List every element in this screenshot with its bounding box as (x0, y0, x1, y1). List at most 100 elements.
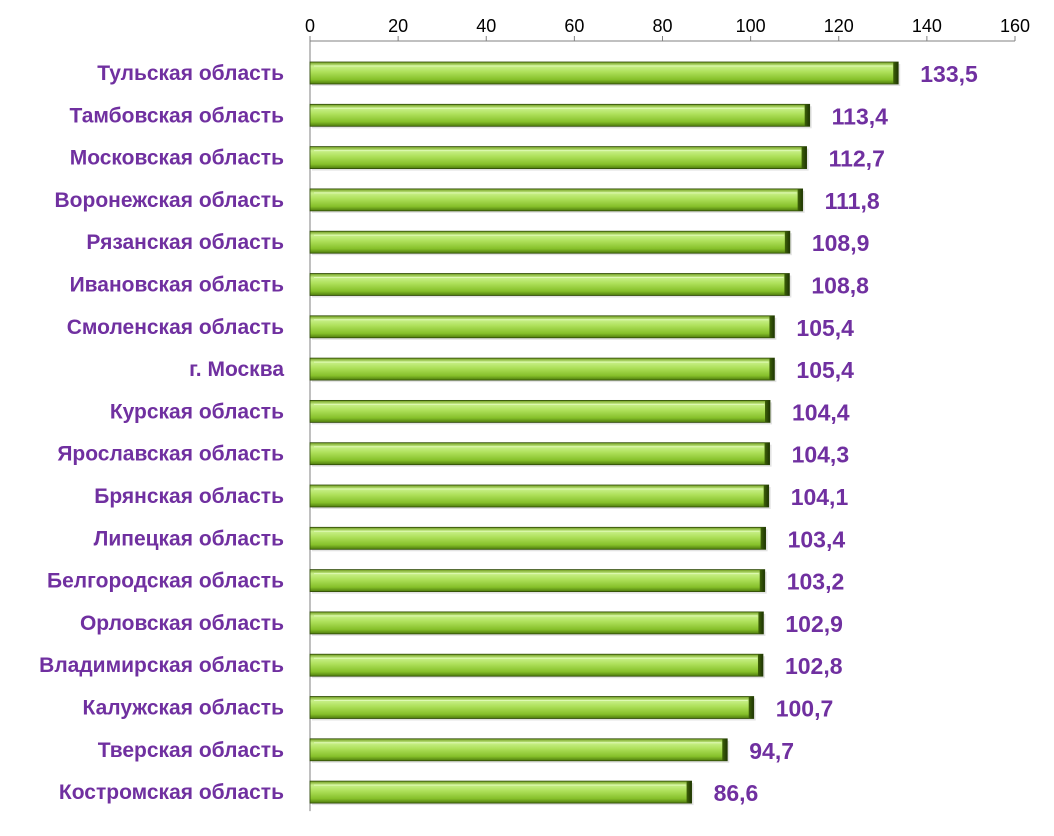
bar (309, 188, 805, 213)
value-label: 105,4 (796, 357, 854, 383)
bar-body (309, 696, 755, 719)
bar-end-cap (757, 654, 763, 677)
bar-body (309, 653, 764, 677)
bar-end-cap (801, 146, 807, 169)
bar (309, 653, 765, 679)
bars (309, 61, 901, 806)
value-label: 102,9 (785, 611, 843, 637)
x-tick-label: 60 (564, 16, 584, 36)
value-label: 104,1 (791, 484, 849, 510)
category-label: Тульская область (97, 62, 284, 85)
bar-end-cap (759, 569, 765, 592)
value-label: 94,7 (749, 738, 794, 764)
bar-body (309, 61, 899, 85)
x-tick-label: 0 (305, 16, 315, 36)
bar-body (309, 315, 775, 339)
value-label: 104,4 (792, 399, 850, 425)
bar-body (309, 399, 771, 423)
bar-end-cap (758, 611, 764, 634)
value-label: 104,3 (792, 442, 850, 468)
bar-end-cap (784, 273, 790, 296)
category-label: Белгородская область (47, 570, 284, 593)
value-label: 113,4 (832, 103, 888, 129)
bar-body (309, 484, 770, 508)
bar (309, 315, 777, 340)
bar-body (309, 146, 807, 170)
value-label: 105,4 (796, 315, 854, 341)
x-tick-label: 40 (476, 16, 496, 36)
bar-end-cap (769, 315, 775, 338)
bar (309, 230, 792, 256)
value-label: 100,7 (776, 696, 834, 722)
category-label: Курская область (110, 400, 284, 423)
x-tick-label: 20 (388, 16, 408, 36)
bar-end-cap (765, 400, 771, 423)
bar-body (309, 230, 791, 254)
bar-end-cap (760, 527, 766, 550)
bar (309, 357, 777, 383)
x-axis: 0 20 40 60 80 100 120 140 160 (305, 16, 1030, 812)
category-label: г. Москва (189, 358, 284, 381)
bar (309, 103, 812, 129)
category-label: Калужская область (83, 697, 285, 720)
bar-end-cap (748, 696, 754, 719)
bar (309, 442, 772, 467)
bar-body (309, 780, 692, 804)
category-label: Костромская область (59, 781, 284, 804)
value-labels: 133,5 113,4 112,7 111,8 108,9 108,8 105,4 105,4… (714, 61, 978, 806)
category-label: Тамбовская область (69, 104, 284, 127)
bar-end-cap (797, 188, 803, 211)
bar-body (309, 273, 790, 296)
bar (309, 484, 771, 509)
bar (309, 273, 792, 298)
x-tick-label: 160 (1000, 16, 1030, 36)
bar-end-cap (804, 104, 810, 127)
value-label: 112,7 (829, 146, 885, 172)
category-label: Владимирская область (39, 654, 284, 677)
bar (309, 738, 730, 763)
x-tick-label: 80 (652, 16, 672, 36)
bar-body (309, 442, 770, 466)
value-label: 108,9 (812, 230, 870, 256)
value-label: 103,2 (787, 569, 845, 595)
category-label: Брянская область (94, 485, 284, 508)
bar-end-cap (784, 231, 790, 254)
bar (309, 146, 809, 171)
bar-body (309, 738, 728, 762)
value-label: 103,4 (788, 526, 846, 552)
x-tick-label: 140 (912, 16, 942, 36)
category-label: Ивановская область (70, 274, 285, 297)
x-tick-label: 120 (824, 16, 854, 36)
category-labels: Тульская область Тамбовская область Москов… (39, 62, 284, 804)
bar-end-cap (764, 442, 770, 465)
bar (309, 611, 766, 636)
bar-body (309, 611, 764, 635)
bar (309, 61, 901, 86)
bar-body (309, 357, 775, 381)
value-label: 108,8 (811, 273, 869, 299)
bar-end-cap (893, 62, 899, 84)
category-label: Орловская область (80, 612, 284, 635)
bar-body (309, 526, 767, 550)
bar-body (309, 569, 766, 592)
bar (309, 526, 768, 552)
bar-end-cap (763, 485, 769, 507)
bar (309, 399, 773, 425)
x-tick-label: 100 (736, 16, 766, 36)
bar-end-cap (686, 781, 692, 804)
value-label: 102,8 (785, 653, 843, 679)
bar-end-cap (722, 738, 728, 761)
bar (309, 780, 694, 806)
bar-end-cap (769, 358, 775, 381)
value-label: 133,5 (920, 61, 978, 87)
bar-body (309, 103, 811, 127)
category-label: Тверская область (98, 739, 284, 762)
bar (309, 696, 756, 721)
category-label: Воронежская область (55, 189, 285, 212)
category-label: Ярославская область (57, 443, 284, 466)
bar (309, 569, 767, 594)
value-label: 111,8 (825, 188, 880, 214)
value-label: 86,6 (714, 780, 759, 806)
